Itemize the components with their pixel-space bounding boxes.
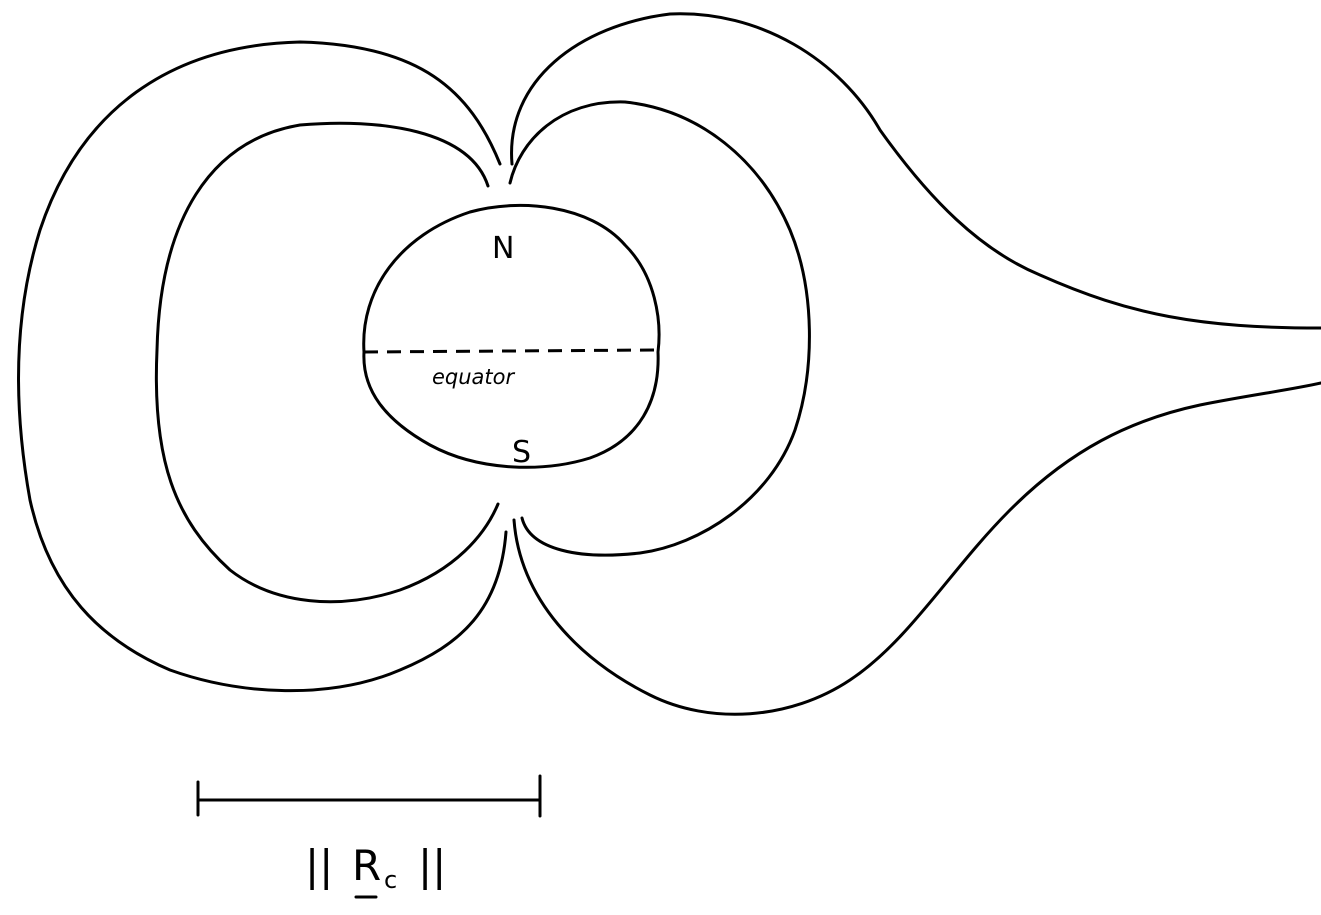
planet: equator N S — [362, 203, 661, 470]
outer-left-field-line — [17, 40, 508, 693]
scale-prefix-label: || — [305, 841, 333, 890]
scale-subscript-label: c — [384, 866, 397, 894]
scale-bar: || R c || — [196, 774, 542, 899]
outer-right-lower-field-line — [512, 381, 1321, 716]
inner-field-lines — [154, 100, 811, 604]
inner-right-field-line — [508, 100, 811, 557]
planet-outline — [362, 203, 661, 469]
south-pole-label: S — [512, 435, 531, 470]
north-pole-label: N — [492, 231, 514, 266]
inner-left-field-line — [154, 121, 500, 604]
scale-suffix-label: || — [418, 841, 446, 890]
outer-field-lines — [17, 12, 1321, 716]
equator-label: equator — [432, 365, 516, 389]
scale-symbol-label: R — [352, 841, 381, 890]
equator-line — [363, 348, 659, 354]
outer-right-field-line — [510, 12, 1321, 330]
